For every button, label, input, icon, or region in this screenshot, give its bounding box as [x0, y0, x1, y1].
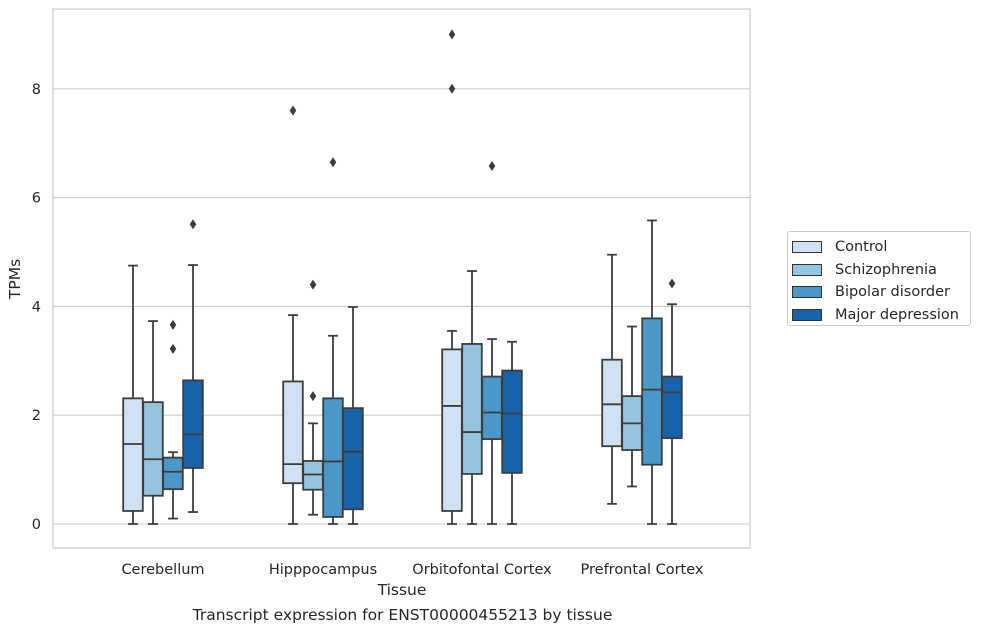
outlier-point — [289, 105, 297, 116]
box-body — [342, 407, 364, 511]
box-major-depression — [182, 219, 204, 513]
legend: Control Schizophrenia Bipolar disorder Majo… — [787, 231, 971, 326]
y-tick-label: 6 — [32, 191, 41, 207]
box-body — [322, 397, 344, 518]
box-major-depression — [501, 340, 523, 525]
plot-frame — [52, 8, 751, 549]
box-control — [122, 264, 144, 525]
box-body — [461, 343, 483, 475]
outlier-point — [309, 279, 317, 290]
x-tick-label: Prefrontal Cortex — [581, 562, 704, 578]
outlier-point — [668, 278, 676, 289]
box-schizophrenia — [142, 320, 164, 525]
x-tick-label: Hipppocampus — [269, 562, 377, 578]
outlier-point — [169, 319, 177, 330]
outlier-point — [169, 343, 177, 354]
figure-caption: Transcript expression for ENST0000045521… — [192, 606, 613, 624]
box-body — [182, 379, 204, 469]
y-tick-label: 4 — [32, 299, 41, 315]
outlier-point — [309, 391, 317, 402]
box-bipolar-disorder — [641, 219, 663, 525]
box-schizophrenia — [621, 325, 643, 488]
outlier-point — [329, 157, 337, 168]
x-axis-ticks: Cerebellum Hipppocampus Orbitofontal Corte… — [121, 562, 703, 578]
box-body — [122, 397, 144, 512]
box-plot-marks — [122, 29, 683, 525]
outlier-point — [448, 29, 456, 40]
legend-swatch — [792, 308, 822, 321]
legend-label: Bipolar disorder — [835, 284, 950, 301]
outlier-point — [448, 83, 456, 94]
legend-item: Bipolar disorder — [792, 281, 970, 304]
legend-label: Control — [835, 239, 888, 256]
legend-label: Major depression — [835, 306, 959, 323]
y-axis-label: TPMs — [6, 259, 24, 300]
box-body — [601, 358, 623, 448]
x-axis-label: Tissue — [377, 581, 427, 599]
outlier-point — [488, 161, 496, 172]
legend-label: Schizophrenia — [835, 261, 937, 278]
box-control — [282, 105, 304, 525]
x-tick-label: Cerebellum — [121, 562, 204, 578]
y-axis-ticks: 0 2 4 6 8 — [32, 82, 41, 533]
x-tick-label: Orbitofontal Cortex — [412, 562, 552, 578]
legend-item: Major depression — [792, 304, 970, 327]
box-schizophrenia — [461, 270, 483, 525]
box-control — [601, 253, 623, 505]
legend-swatch — [792, 286, 822, 299]
outlier-point — [189, 219, 197, 230]
box-body — [661, 375, 683, 439]
box-control — [441, 29, 463, 525]
box-body — [142, 401, 164, 497]
box-bipolar-disorder — [322, 157, 344, 525]
y-tick-label: 8 — [32, 82, 41, 98]
box-body — [441, 348, 463, 512]
y-tick-label: 0 — [32, 517, 41, 533]
legend-swatch — [792, 263, 822, 276]
box-major-depression — [342, 306, 364, 525]
box-bipolar-disorder — [162, 319, 184, 520]
box-body — [641, 317, 663, 466]
box-body — [501, 369, 523, 474]
y-tick-label: 2 — [32, 408, 41, 424]
box-body — [481, 375, 503, 441]
legend-item: Schizophrenia — [792, 259, 970, 282]
legend-item: Control — [792, 236, 970, 259]
legend-swatch — [792, 241, 822, 254]
box-major-depression — [661, 278, 683, 525]
box-bipolar-disorder — [481, 161, 503, 525]
box-body — [282, 380, 304, 485]
box-body — [162, 456, 184, 491]
box-schizophrenia — [302, 279, 324, 516]
